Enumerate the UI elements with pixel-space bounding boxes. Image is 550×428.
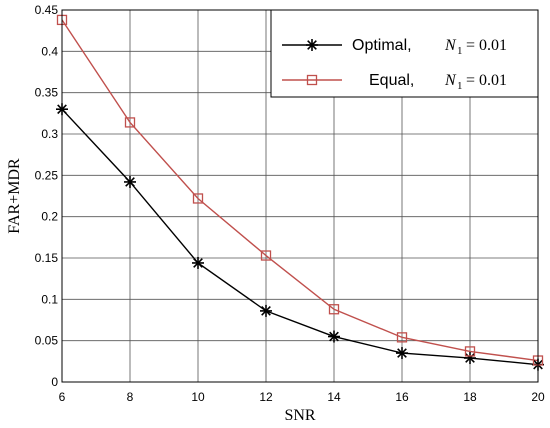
x-tick-label: 18 xyxy=(463,390,477,404)
ticks: 6 8 10 12 14 16 18 20 0 0.05 0.1 0.15 0.2 0.25 0.3 0.35… xyxy=(35,3,545,404)
data-point-optimal xyxy=(464,352,476,365)
legend-box xyxy=(270,9,539,98)
y-tick-label: 0.05 xyxy=(35,334,59,348)
legend-label-equal: Equal, xyxy=(369,72,414,89)
data-point-equal xyxy=(396,332,408,343)
legend-label-optimal: Optimal, xyxy=(352,37,412,54)
legend-math-optimal: N xyxy=(444,37,457,54)
legend-sub-optimal: 1 xyxy=(457,45,463,57)
data-point-optimal xyxy=(328,330,340,343)
x-tick-label: 12 xyxy=(259,390,273,404)
legend-marker-shape xyxy=(306,39,318,51)
data-point-optimal xyxy=(260,304,272,317)
data-point-optimal xyxy=(124,175,136,188)
x-tick-label: 10 xyxy=(191,390,205,404)
x-tick-label: 16 xyxy=(395,390,409,404)
data-point-equal xyxy=(328,304,340,315)
legend-entry-optimal: Optimal, N 1 = 0.01 xyxy=(282,37,507,57)
y-tick-label: 0.3 xyxy=(41,127,58,141)
data-point-equal xyxy=(260,250,272,261)
x-tick-label: 14 xyxy=(327,390,341,404)
legend-math-equal: N xyxy=(444,72,457,89)
y-tick-label: 0.1 xyxy=(41,292,58,306)
y-tick-label: 0.15 xyxy=(35,251,59,265)
legend-rhs-equal: = 0.01 xyxy=(466,72,507,89)
x-axis-label: SNR xyxy=(284,407,315,424)
data-point-equal xyxy=(464,346,476,357)
y-tick-label: 0.2 xyxy=(41,210,58,224)
x-tick-label: 8 xyxy=(127,390,134,404)
legend-sub-equal: 1 xyxy=(457,80,463,92)
y-tick-label: 0.4 xyxy=(41,44,58,58)
data-point-equal xyxy=(192,193,204,204)
y-tick-label: 0.25 xyxy=(35,168,59,182)
y-tick-label: 0.35 xyxy=(35,86,59,100)
series-line-optimal xyxy=(61,108,539,366)
legend-marker-optimal xyxy=(306,39,318,51)
y-tick-label: 0.45 xyxy=(35,3,59,17)
y-tick-label: 0 xyxy=(51,375,58,389)
legend: Optimal, N 1 = 0.01 Equal, N 1 = 0.01 xyxy=(270,9,539,98)
series-line-equal xyxy=(61,19,539,362)
x-tick-label: 20 xyxy=(531,390,545,404)
legend-rhs-optimal: = 0.01 xyxy=(466,37,507,54)
y-axis-label: FAR+MDR xyxy=(6,158,23,234)
x-tick-label: 6 xyxy=(59,390,66,404)
legend-marker-shape xyxy=(306,74,318,86)
data-point-equal xyxy=(124,117,136,128)
data-point-optimal xyxy=(192,256,204,269)
data-point-optimal xyxy=(396,347,408,360)
legend-entry-equal: Equal, N 1 = 0.01 xyxy=(282,72,507,92)
legend-marker-equal xyxy=(306,74,318,86)
